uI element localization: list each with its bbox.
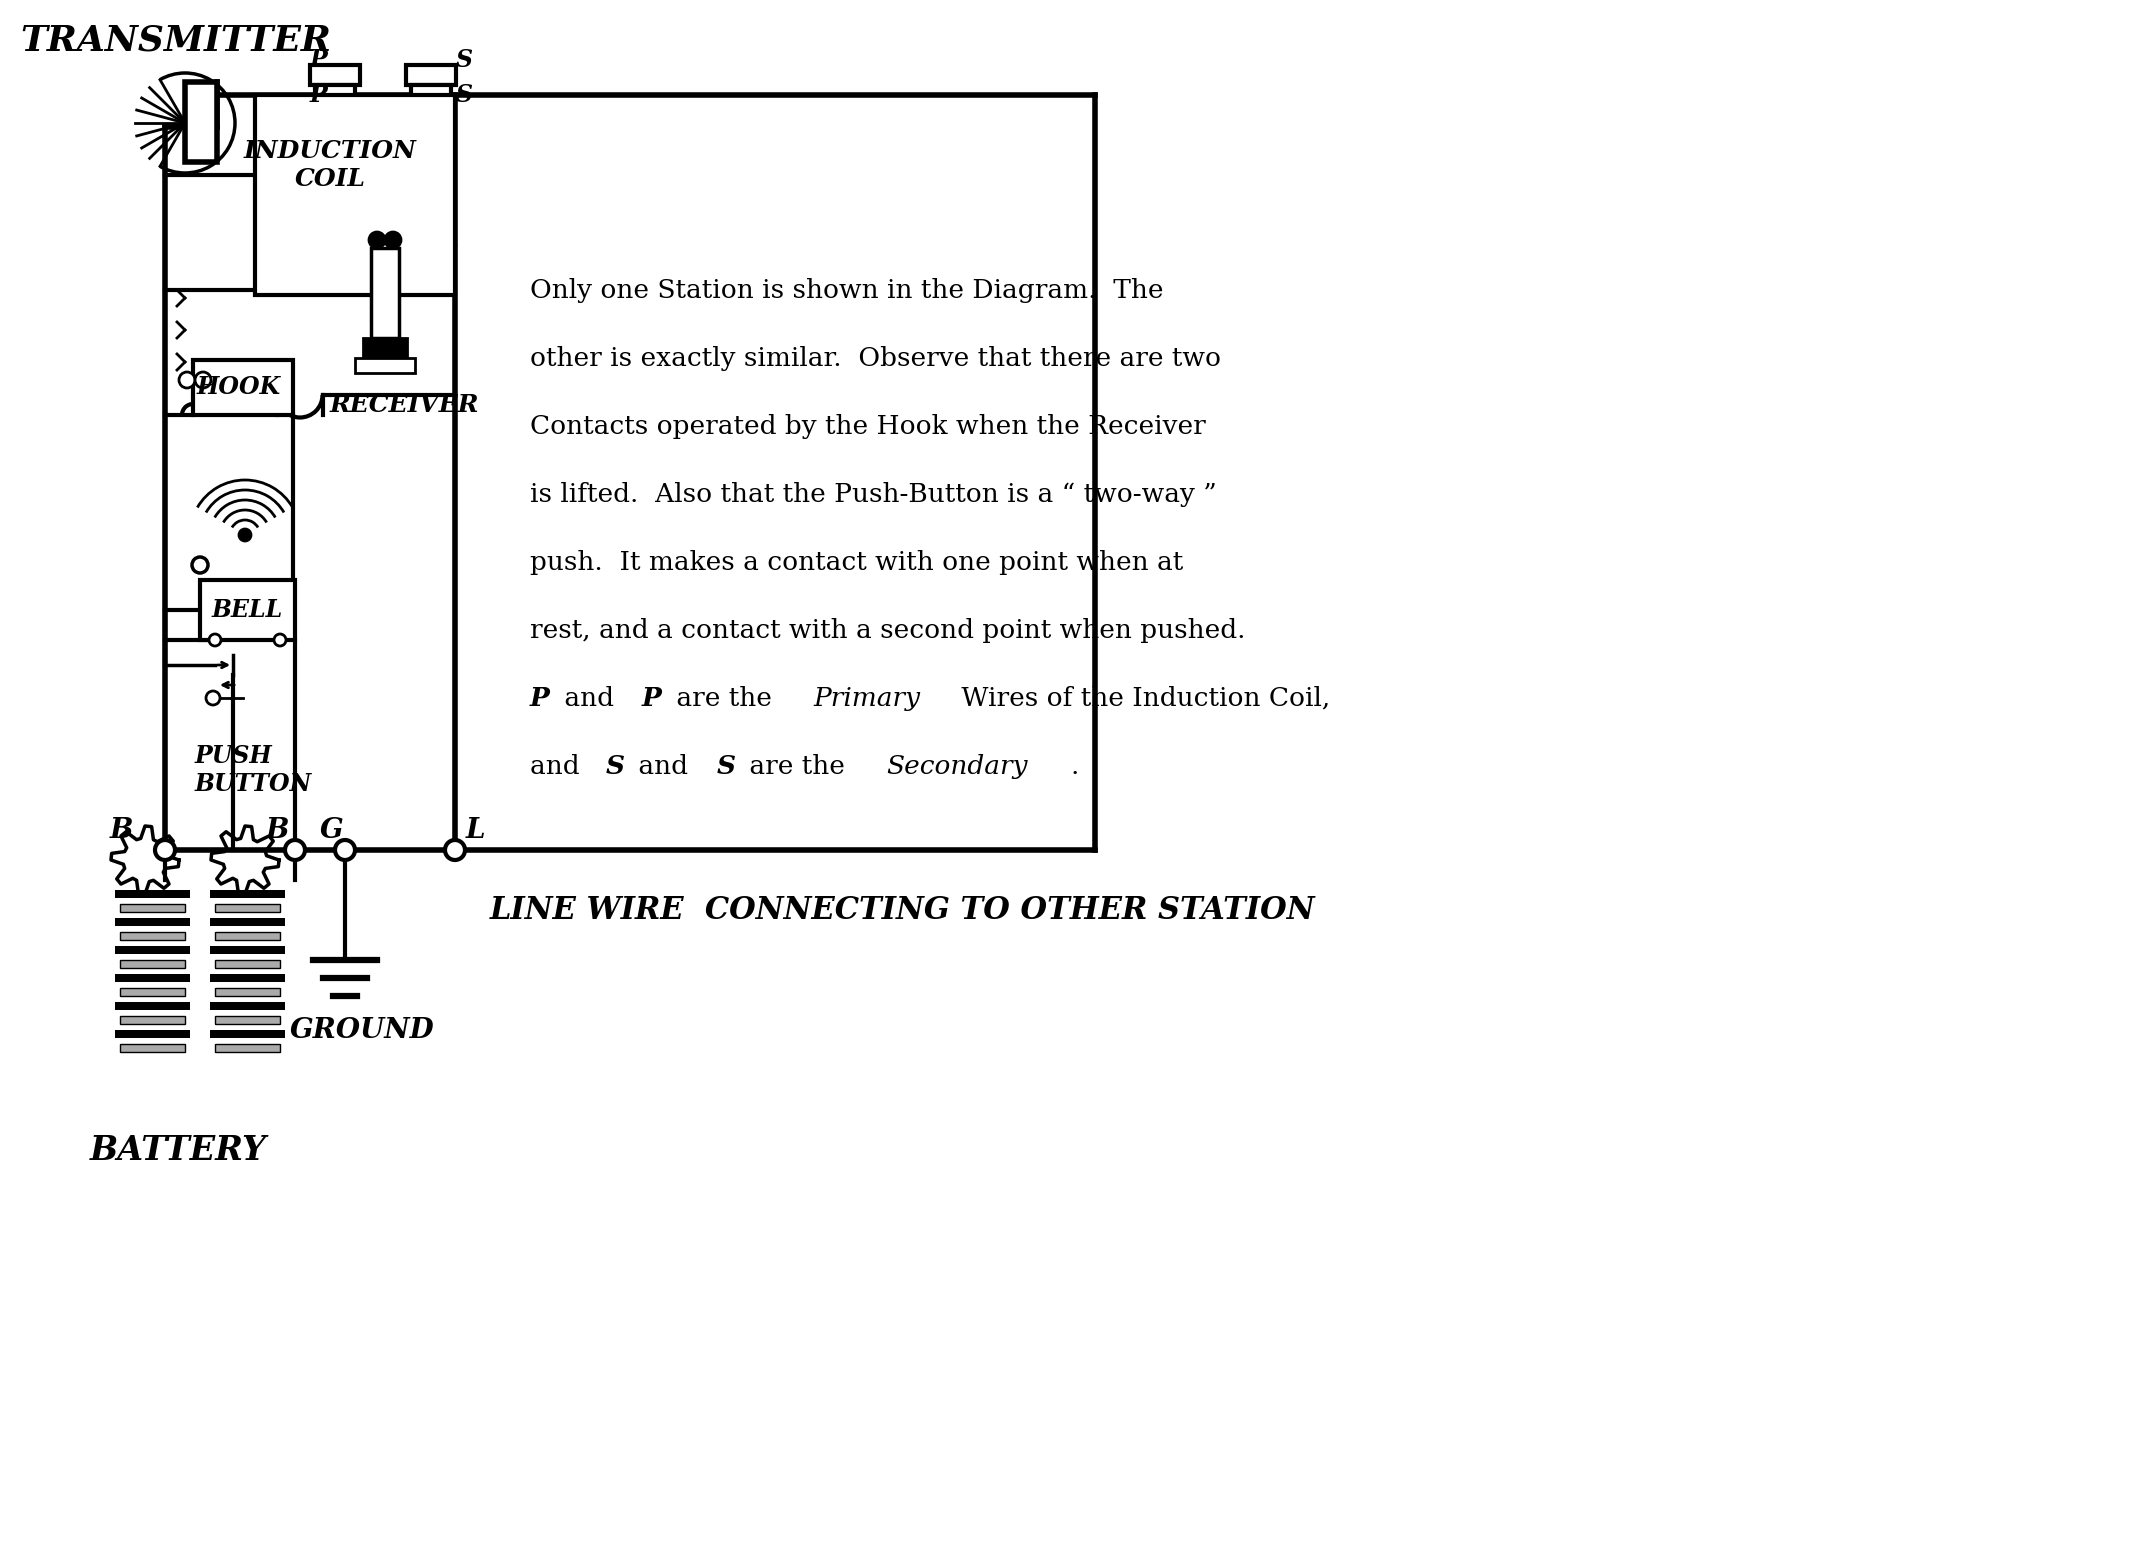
Text: S: S	[457, 83, 474, 107]
Bar	[193, 360, 294, 416]
Text: push.  It makes a contact with one point when at: push. It makes a contact with one point …	[530, 550, 1183, 575]
Bar	[214, 905, 281, 912]
Text: are the: are the	[742, 754, 853, 778]
Circle shape	[238, 529, 251, 540]
Bar	[116, 891, 191, 898]
Text: Contacts operated by the Hook when the Receiver: Contacts operated by the Hook when the R…	[530, 414, 1205, 439]
Bar	[214, 1045, 281, 1053]
Bar	[116, 1031, 191, 1039]
Circle shape	[274, 634, 285, 646]
Text: and: and	[530, 754, 587, 778]
Circle shape	[154, 839, 176, 859]
Circle shape	[386, 232, 401, 248]
Text: BELL: BELL	[212, 598, 283, 621]
Text: and: and	[555, 685, 622, 710]
Text: B: B	[109, 816, 133, 844]
Text: other is exactly similar.  Observe that there are two: other is exactly similar. Observe that t…	[530, 346, 1220, 371]
Bar	[315, 86, 356, 104]
Text: Secondary: Secondary	[888, 754, 1029, 778]
Bar	[116, 975, 191, 982]
Bar	[210, 1031, 285, 1039]
Text: L: L	[465, 816, 485, 844]
Circle shape	[446, 839, 465, 859]
Bar	[311, 65, 360, 86]
Bar	[362, 338, 407, 360]
Text: RECEIVER: RECEIVER	[330, 392, 480, 417]
Bar	[120, 933, 184, 940]
Bar	[116, 1003, 191, 1010]
Text: Primary: Primary	[813, 685, 920, 710]
Text: and: and	[630, 754, 697, 778]
Bar	[214, 989, 281, 996]
Text: P: P	[311, 83, 328, 107]
Bar	[405, 65, 457, 86]
Circle shape	[178, 372, 195, 388]
Bar	[210, 947, 285, 954]
Bar	[412, 86, 450, 107]
Text: P: P	[530, 685, 549, 710]
Bar	[371, 248, 399, 338]
Bar	[255, 95, 455, 294]
Circle shape	[195, 372, 210, 388]
Bar	[120, 1017, 184, 1025]
Text: BATTERY: BATTERY	[90, 1133, 266, 1166]
Text: rest, and a contact with a second point when pushed.: rest, and a contact with a second point …	[530, 618, 1246, 643]
Circle shape	[369, 232, 386, 248]
Circle shape	[208, 634, 221, 646]
Text: GROUND: GROUND	[289, 1017, 435, 1043]
Bar	[116, 919, 191, 926]
Text: S: S	[605, 754, 624, 778]
Bar	[120, 905, 184, 912]
Circle shape	[206, 691, 221, 705]
Text: S: S	[457, 48, 474, 72]
Bar	[214, 1017, 281, 1025]
Text: LINE WIRE  CONNECTING TO OTHER STATION: LINE WIRE CONNECTING TO OTHER STATION	[491, 895, 1316, 925]
Text: PUSH
BUTTON: PUSH BUTTON	[195, 744, 313, 796]
Text: P: P	[641, 685, 662, 710]
Bar	[214, 933, 281, 940]
Bar	[214, 961, 281, 968]
Text: Only one Station is shown in the Diagram.  The: Only one Station is shown in the Diagram…	[530, 277, 1164, 302]
Bar	[120, 989, 184, 996]
Text: Wires of the Induction Coil,: Wires of the Induction Coil,	[952, 685, 1329, 710]
Text: .: .	[1070, 754, 1078, 778]
Text: TRANSMITTER: TRANSMITTER	[19, 23, 330, 58]
Bar	[210, 919, 285, 926]
Bar	[210, 975, 285, 982]
Text: are the: are the	[667, 685, 780, 710]
Bar	[356, 358, 416, 374]
Bar	[120, 1045, 184, 1053]
Bar	[210, 891, 285, 898]
Bar	[184, 83, 217, 162]
Bar	[116, 947, 191, 954]
Text: B: B	[266, 816, 289, 844]
Text: is lifted.  Also that the Push-Button is a “ two-way ”: is lifted. Also that the Push-Button is …	[530, 481, 1218, 506]
Text: P: P	[311, 48, 328, 72]
Circle shape	[193, 557, 208, 573]
Text: INDUCTION
COIL: INDUCTION COIL	[244, 139, 416, 192]
Circle shape	[285, 839, 304, 859]
Bar	[210, 1003, 285, 1010]
Circle shape	[334, 839, 356, 859]
Text: HOOK: HOOK	[197, 375, 281, 399]
Bar	[199, 581, 296, 640]
Text: G: G	[319, 816, 343, 844]
Text: S: S	[716, 754, 735, 778]
Bar	[120, 961, 184, 968]
